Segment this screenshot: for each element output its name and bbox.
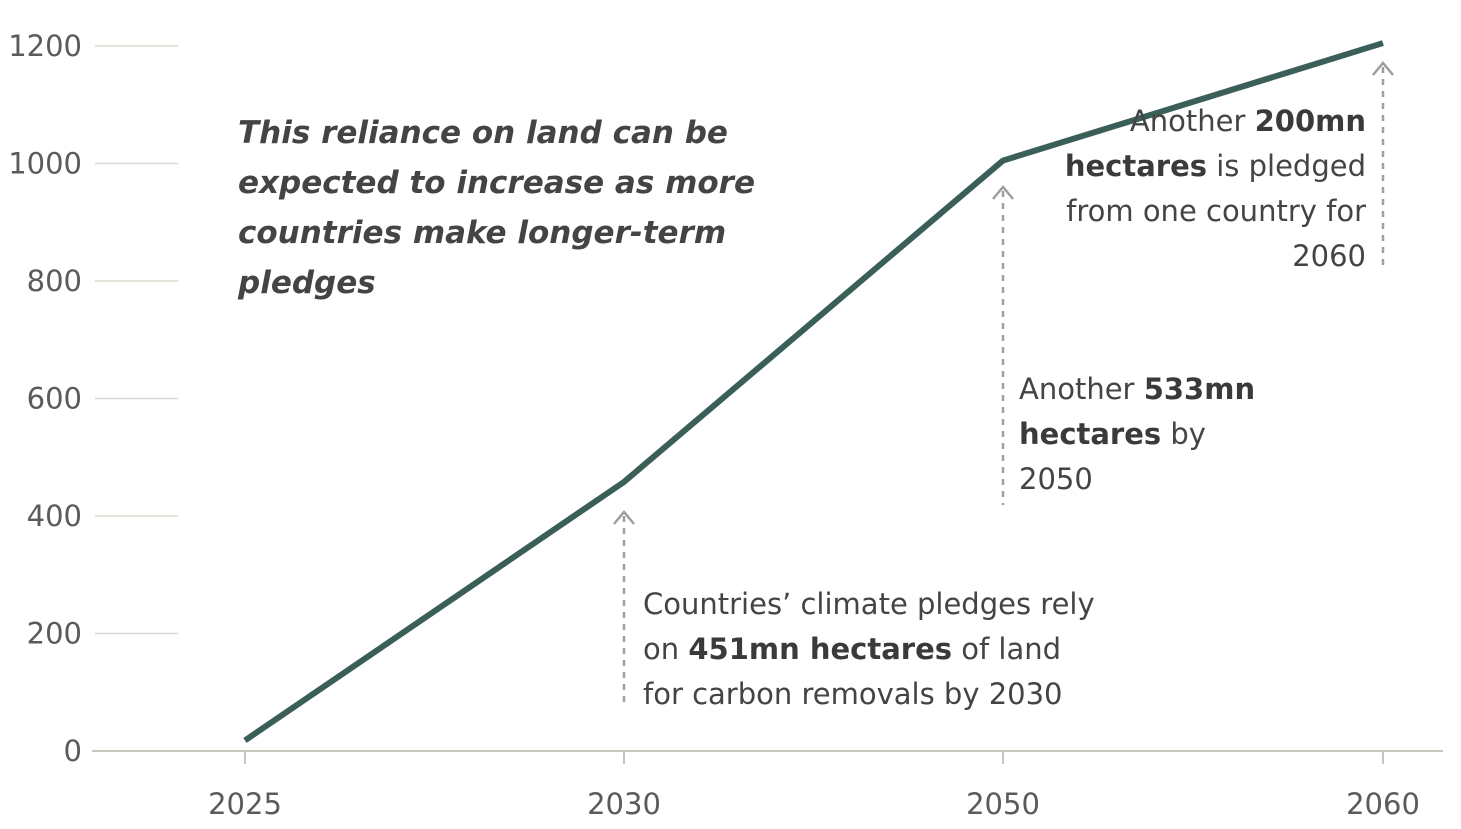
y-tick-label: 600 [27, 382, 82, 416]
annotation-2030-bold: 451mn hectares [688, 632, 953, 666]
annotation-2050-bold: 533mn hectares [1019, 372, 1256, 451]
x-tick-label: 2030 [587, 787, 661, 821]
y-tick-label: 800 [27, 264, 82, 298]
y-tick-label: 200 [27, 617, 82, 651]
chart-headline-annotation: This reliance on land can be expected to… [238, 115, 755, 301]
series-line [243, 40, 1384, 743]
annotation-2030: Countries’ climate pledges rely on 451mn… [643, 582, 1103, 717]
x-tick-label: 2060 [1346, 787, 1420, 821]
y-tick-label: 400 [27, 499, 82, 533]
annotation-2060-pre: Another [1129, 104, 1255, 138]
annotation-arrow-head [613, 510, 635, 525]
annotation-2060-bold: 200mn hectares [1064, 104, 1366, 183]
x-tick-label: 2050 [966, 787, 1040, 821]
y-tick-label: 1000 [8, 147, 82, 181]
annotation-2060: Another 200mn hectares is pledged from o… [1060, 99, 1366, 279]
annotation-2060-post: is pledged from one country for 2060 [1066, 149, 1366, 273]
annotation-2050-pre: Another [1019, 372, 1144, 406]
annotation-2050: Another 533mn hectares by 2050 [1019, 367, 1269, 502]
annotation-arrow-head [1372, 61, 1394, 76]
y-tick-label: 1200 [8, 29, 82, 63]
annotation-arrow-head [992, 185, 1014, 200]
x-tick-label: 2025 [208, 787, 282, 821]
y-tick-label: 0 [64, 734, 82, 768]
annotation-2050-post: by 2050 [1019, 417, 1206, 496]
annotation-2030-pre: Countries’ climate pledges rely on [643, 587, 1095, 666]
annotation-2030-post: of land for carbon removals by 2030 [643, 632, 1063, 711]
